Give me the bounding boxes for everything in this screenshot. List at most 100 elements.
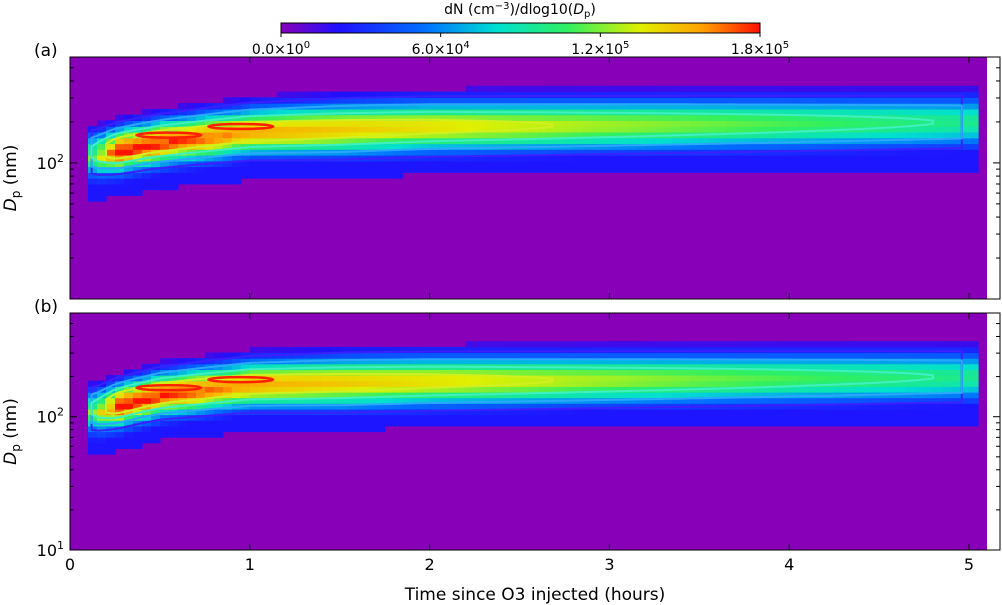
heatmap-cell (97, 397, 107, 404)
heatmap-cell (168, 392, 179, 399)
heatmap-cell (555, 341, 566, 348)
heatmap-cell (249, 155, 260, 162)
heatmap-cell (177, 103, 188, 110)
heatmap-cell (474, 341, 485, 348)
heatmap-cell (762, 108, 772, 116)
heatmap-cell (780, 166, 790, 173)
heatmap-cell (141, 178, 152, 185)
heatmap-cell (384, 352, 395, 359)
heatmap-cell (942, 375, 952, 382)
heatmap-cell (339, 120, 350, 127)
heatmap-cell (312, 403, 323, 410)
heatmap-cell (204, 352, 215, 359)
heatmap-cell (204, 425, 215, 433)
panel-b-heatmap (88, 341, 979, 455)
heatmap-cell (474, 97, 485, 104)
heatmap-cell (177, 137, 188, 145)
heatmap-cell (465, 120, 476, 127)
heatmap-cell (510, 160, 521, 168)
heatmap-cell (528, 103, 539, 110)
heatmap-cell (267, 425, 278, 433)
heatmap-cell (645, 149, 655, 156)
heatmap-cell (447, 91, 458, 98)
heatmap-cell (393, 91, 404, 98)
heatmap-cell (816, 375, 826, 382)
heatmap-cell (303, 108, 314, 116)
heatmap-cell (762, 114, 772, 121)
heatmap-cell (519, 346, 530, 354)
heatmap-cell (123, 172, 134, 179)
heatmap-cell (339, 143, 350, 150)
heatmap-cell (609, 420, 619, 427)
heatmap-cell (681, 380, 691, 387)
heatmap-cell (555, 155, 566, 162)
heatmap-cell (294, 352, 305, 359)
heatmap-cell (609, 375, 619, 382)
heatmap-cell (474, 420, 485, 427)
heatmap-cell (825, 160, 835, 168)
heatmap-cell (753, 126, 763, 133)
heatmap-cell (483, 166, 494, 173)
heatmap-cell (690, 108, 700, 116)
heatmap-cell (708, 85, 718, 93)
heatmap-cell (492, 131, 503, 139)
heatmap-cell (501, 160, 512, 168)
heatmap-cell (510, 91, 521, 98)
heatmap-cell (123, 442, 134, 449)
heatmap-cell (222, 352, 233, 359)
heatmap-cell (195, 137, 206, 145)
heatmap-cell (330, 120, 341, 127)
heatmap-cell (906, 352, 916, 359)
heatmap-cell (276, 155, 287, 162)
heatmap-cell (88, 431, 98, 438)
heatmap-cell (618, 380, 628, 387)
heatmap-cell (429, 408, 440, 416)
heatmap-cell (969, 403, 979, 410)
heatmap-cell (915, 160, 925, 168)
heatmap-cell (339, 91, 350, 98)
heatmap-cell (924, 341, 934, 348)
heatmap-cell (366, 346, 377, 354)
heatmap-cell (465, 358, 476, 365)
heatmap-cell (447, 131, 458, 139)
heatmap-cell (195, 425, 206, 433)
heatmap-cell (618, 403, 628, 410)
heatmap-cell (933, 420, 943, 427)
heatmap-cell (789, 380, 799, 387)
heatmap-cell (411, 397, 422, 404)
heatmap-cell (564, 380, 575, 387)
heatmap-cell (483, 403, 494, 410)
heatmap-cell (186, 172, 197, 179)
heatmap-cell (546, 341, 557, 348)
heatmap-cell (834, 352, 844, 359)
heatmap-cell (798, 114, 808, 121)
heatmap-cell (501, 166, 512, 173)
heatmap-cell (645, 103, 655, 110)
heatmap-cell (699, 408, 709, 416)
heatmap-cell (483, 414, 494, 421)
heatmap-cell (672, 108, 682, 116)
heatmap-cell (366, 380, 377, 387)
heatmap-cell (771, 352, 781, 359)
heatmap-cell (717, 386, 727, 393)
heatmap-cell (843, 414, 853, 421)
heatmap-cell (690, 414, 700, 421)
heatmap-cell (411, 346, 422, 354)
heatmap-cell (672, 97, 682, 104)
heatmap-cell (132, 143, 143, 150)
heatmap-cell (699, 414, 709, 421)
heatmap-cell (106, 149, 116, 156)
heatmap-cell (465, 103, 476, 110)
heatmap-cell (546, 160, 557, 168)
heatmap-cell (645, 341, 655, 348)
heatmap-cell (618, 137, 628, 145)
heatmap-cell (348, 386, 359, 393)
heatmap-cell (141, 114, 152, 121)
heatmap-cell (960, 341, 970, 348)
heatmap-cell (357, 414, 368, 421)
heatmap-cell (204, 114, 215, 121)
heatmap-cell (393, 397, 404, 404)
heatmap-cell (960, 346, 970, 354)
heatmap-cell (519, 120, 530, 127)
heatmap-cell (897, 85, 907, 93)
